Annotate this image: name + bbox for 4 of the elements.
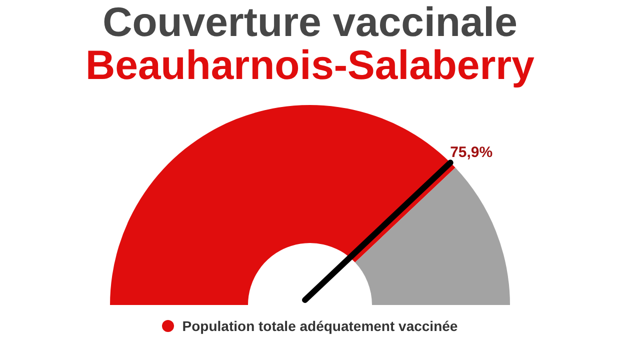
- data-label: 75,9%: [450, 144, 493, 162]
- chart-subtitle: Beauharnois-Salaberry: [84, 42, 536, 88]
- legend-label: Population totale adéquatement vaccinée: [182, 318, 458, 334]
- chart-title: Couverture vaccinale: [102, 0, 518, 45]
